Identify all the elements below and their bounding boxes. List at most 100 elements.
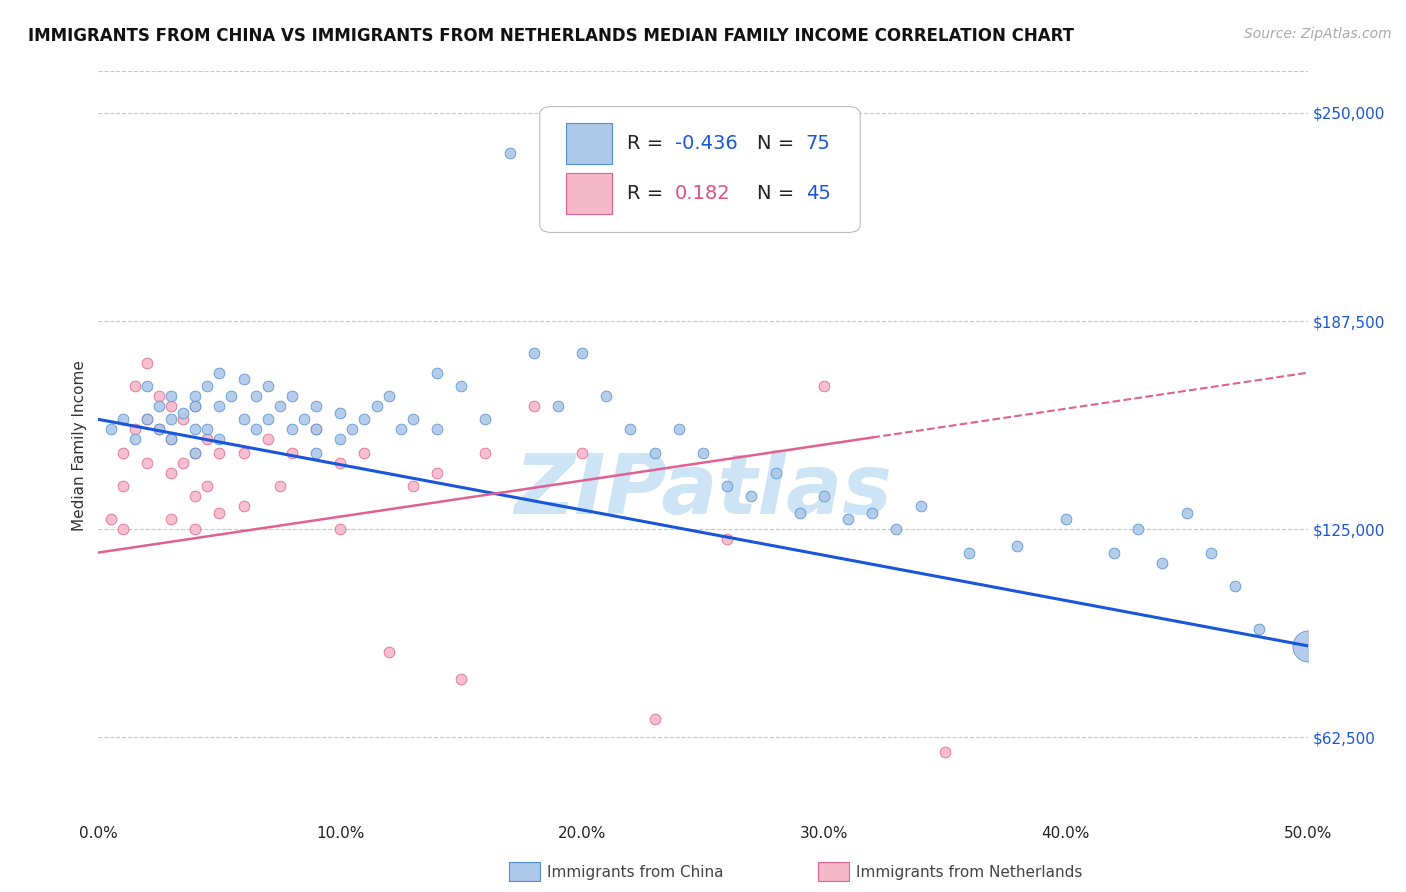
Point bbox=[135, 412, 157, 426]
Point bbox=[124, 422, 146, 436]
Point bbox=[716, 533, 738, 547]
Point bbox=[353, 412, 375, 426]
Point bbox=[571, 445, 593, 459]
Point bbox=[1102, 545, 1125, 559]
Point bbox=[740, 489, 762, 503]
Point bbox=[342, 422, 364, 436]
Point bbox=[148, 422, 170, 436]
Point bbox=[474, 412, 496, 426]
Point bbox=[1223, 579, 1246, 593]
Point bbox=[571, 345, 593, 359]
Point bbox=[184, 399, 207, 413]
Point bbox=[208, 445, 231, 459]
Text: Source: ZipAtlas.com: Source: ZipAtlas.com bbox=[1244, 27, 1392, 41]
Point bbox=[160, 412, 183, 426]
Point bbox=[402, 479, 425, 493]
Point bbox=[860, 506, 883, 520]
Point bbox=[245, 422, 267, 436]
Point bbox=[329, 522, 352, 536]
Point bbox=[934, 745, 956, 759]
Point bbox=[366, 399, 388, 413]
Point bbox=[305, 422, 328, 436]
Point bbox=[1199, 545, 1222, 559]
Point bbox=[426, 366, 449, 380]
Point bbox=[668, 422, 690, 436]
Point bbox=[111, 445, 134, 459]
Point bbox=[160, 466, 183, 480]
Point bbox=[813, 489, 835, 503]
Point bbox=[692, 445, 714, 459]
Point bbox=[353, 445, 375, 459]
Point bbox=[111, 479, 134, 493]
Point bbox=[523, 345, 546, 359]
Point bbox=[208, 506, 231, 520]
Point bbox=[135, 379, 157, 393]
Point bbox=[426, 422, 449, 436]
Point bbox=[281, 422, 304, 436]
Point bbox=[256, 379, 278, 393]
Text: R =: R = bbox=[627, 184, 675, 202]
Point bbox=[716, 479, 738, 493]
Point bbox=[160, 433, 183, 447]
Point bbox=[426, 466, 449, 480]
Point bbox=[184, 445, 207, 459]
Point bbox=[329, 406, 352, 420]
Point bbox=[111, 412, 134, 426]
Point bbox=[619, 422, 641, 436]
Text: R =: R = bbox=[627, 134, 669, 153]
Point bbox=[377, 645, 399, 659]
Point bbox=[1054, 512, 1077, 526]
Point bbox=[305, 422, 328, 436]
Point bbox=[195, 379, 218, 393]
Text: 75: 75 bbox=[806, 134, 831, 153]
Point bbox=[195, 433, 218, 447]
Point bbox=[100, 422, 122, 436]
Point bbox=[232, 412, 254, 426]
FancyBboxPatch shape bbox=[567, 123, 612, 164]
FancyBboxPatch shape bbox=[567, 173, 612, 214]
Point bbox=[305, 399, 328, 413]
Point bbox=[523, 399, 546, 413]
Point bbox=[135, 456, 157, 470]
Text: Immigrants from Netherlands: Immigrants from Netherlands bbox=[856, 865, 1083, 880]
Point bbox=[184, 489, 207, 503]
Point bbox=[160, 399, 183, 413]
Point bbox=[184, 399, 207, 413]
Point bbox=[1249, 622, 1271, 636]
Point bbox=[305, 445, 328, 459]
Point bbox=[450, 672, 472, 686]
Point bbox=[1175, 506, 1198, 520]
Point bbox=[644, 712, 666, 726]
Point bbox=[135, 412, 157, 426]
Point bbox=[208, 433, 231, 447]
Point bbox=[837, 512, 859, 526]
Point bbox=[329, 433, 352, 447]
Point bbox=[813, 379, 835, 393]
Point bbox=[232, 499, 254, 513]
Text: 0.182: 0.182 bbox=[675, 184, 731, 202]
Point bbox=[184, 422, 207, 436]
Text: N =: N = bbox=[758, 184, 801, 202]
Y-axis label: Median Family Income: Median Family Income bbox=[72, 360, 87, 532]
Point bbox=[1128, 522, 1150, 536]
Point bbox=[886, 522, 908, 536]
Point bbox=[208, 366, 231, 380]
Point bbox=[100, 512, 122, 526]
Point bbox=[124, 433, 146, 447]
Point bbox=[910, 499, 932, 513]
Text: Immigrants from China: Immigrants from China bbox=[547, 865, 724, 880]
Point bbox=[329, 456, 352, 470]
Point bbox=[195, 479, 218, 493]
Point bbox=[245, 389, 267, 403]
Point bbox=[765, 466, 787, 480]
Point bbox=[148, 422, 170, 436]
Point bbox=[160, 512, 183, 526]
Point bbox=[172, 456, 194, 470]
Point bbox=[124, 379, 146, 393]
Text: -0.436: -0.436 bbox=[675, 134, 738, 153]
Point bbox=[1152, 556, 1174, 570]
FancyBboxPatch shape bbox=[540, 106, 860, 233]
Point bbox=[172, 412, 194, 426]
Point bbox=[1296, 639, 1319, 653]
Point bbox=[195, 422, 218, 436]
